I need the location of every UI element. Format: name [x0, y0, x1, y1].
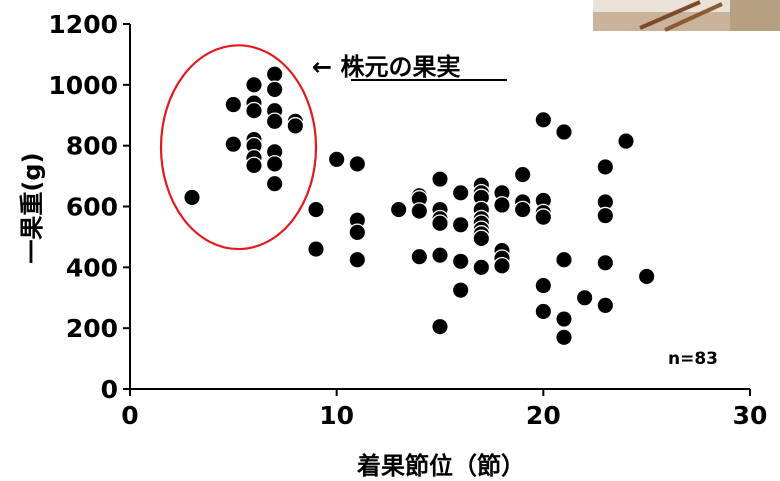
x-tick-label: 0	[121, 401, 138, 430]
data-point	[410, 247, 429, 266]
data-point	[286, 117, 305, 135]
data-point	[596, 158, 615, 176]
data-point	[472, 258, 491, 277]
data-point	[596, 206, 615, 225]
data-point	[307, 200, 325, 219]
data-point	[265, 155, 284, 173]
sample-size-label: n=83	[668, 349, 718, 369]
highlight-ellipse	[159, 44, 318, 251]
x-axis-title: 着果節位（節）	[357, 452, 525, 480]
y-tick-label: 200	[66, 314, 118, 343]
y-tick-label: 1000	[48, 71, 118, 100]
data-point	[534, 302, 553, 321]
data-point	[534, 110, 553, 129]
data-point	[555, 250, 573, 269]
y-tick-label: 0	[101, 375, 118, 404]
data-point	[224, 135, 243, 153]
y-tick-label: 600	[66, 193, 118, 222]
data-point	[534, 208, 553, 226]
data-point	[265, 112, 284, 131]
data-point	[245, 156, 263, 175]
data-point	[596, 253, 615, 272]
data-point	[245, 75, 263, 94]
corner-photo	[593, 0, 780, 32]
data-point	[534, 276, 553, 295]
data-point	[348, 155, 367, 173]
data-point	[431, 214, 449, 233]
data-point	[451, 252, 470, 271]
data-point	[555, 123, 573, 141]
data-point	[431, 170, 449, 188]
data-point	[451, 215, 470, 234]
data-point	[348, 250, 367, 269]
data-point	[265, 174, 284, 193]
data-point	[224, 95, 243, 114]
data-point	[410, 202, 429, 220]
data-point	[307, 240, 325, 258]
data-point	[513, 200, 532, 219]
data-point	[348, 223, 367, 242]
data-point	[245, 101, 263, 120]
data-point	[513, 165, 532, 184]
data-point	[555, 310, 573, 328]
data-point	[389, 200, 408, 219]
data-point	[575, 288, 594, 307]
data-point	[596, 296, 615, 315]
data-point	[327, 150, 346, 169]
annotation-label: ← 株元の果実	[312, 53, 460, 81]
y-tick-label: 1200	[48, 10, 118, 39]
annotations	[159, 44, 318, 251]
data-point	[637, 267, 656, 286]
data-point	[617, 132, 635, 150]
data-point	[493, 196, 511, 214]
plot-axes: 0 200 400 600 800 1000 1200 0 10 20 30	[48, 10, 767, 430]
data-point	[431, 246, 449, 265]
data-point	[265, 80, 284, 99]
data-point	[183, 188, 201, 207]
data-point	[555, 328, 573, 347]
data-point	[472, 229, 491, 248]
data-point	[431, 317, 449, 336]
data-points	[183, 65, 656, 347]
x-tick-label: 10	[319, 401, 354, 430]
y-tick-label: 800	[66, 132, 118, 161]
x-tick-label: 30	[733, 401, 768, 430]
data-point	[493, 256, 511, 275]
data-point	[451, 281, 470, 299]
y-tick-label: 400	[66, 253, 118, 282]
x-tick-label: 20	[526, 401, 561, 430]
y-axis-title: 一果重(g)	[18, 152, 46, 263]
data-point	[265, 65, 284, 84]
data-point	[451, 183, 470, 202]
